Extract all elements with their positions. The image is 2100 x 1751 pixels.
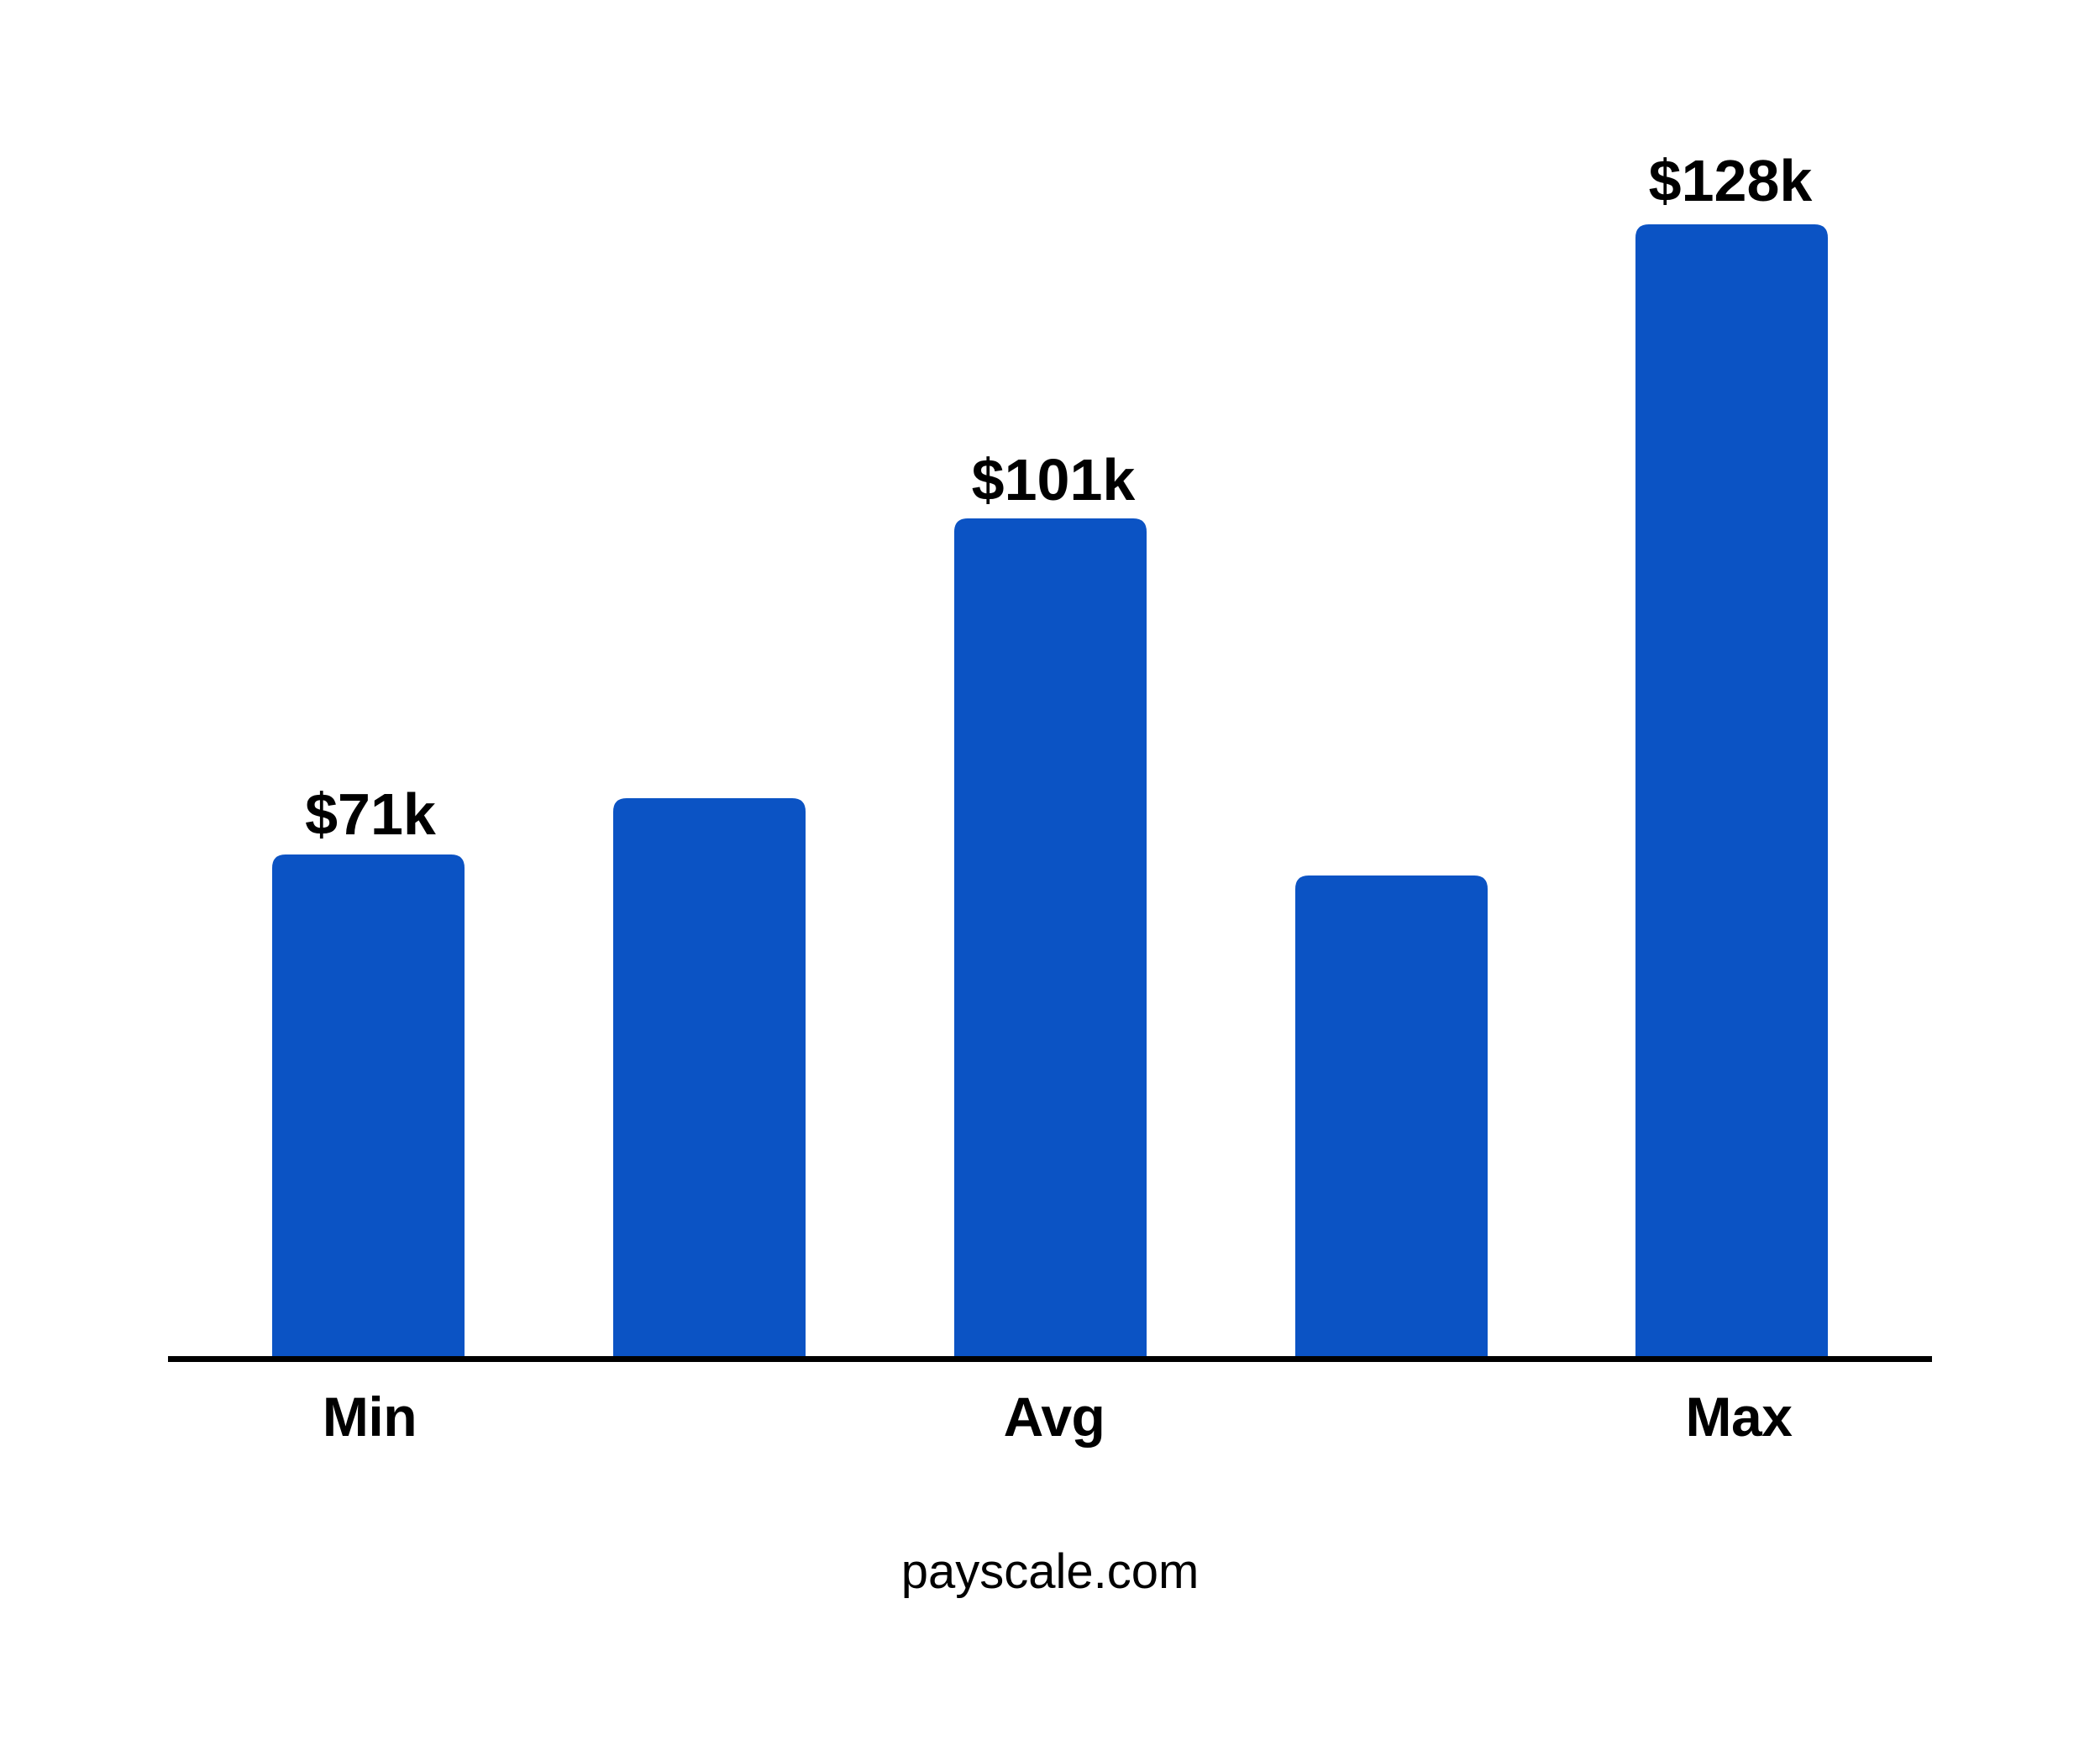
svg-text:$71k: $71k [305, 781, 436, 847]
svg-text:Avg: Avg [1004, 1386, 1105, 1448]
svg-text:$101k: $101k [972, 447, 1136, 513]
svg-text:payscale.com: payscale.com [901, 1544, 1200, 1599]
svg-text:$128k: $128k [1649, 148, 1813, 213]
svg-text:Min: Min [323, 1386, 417, 1448]
svg-text:Max: Max [1686, 1386, 1793, 1448]
